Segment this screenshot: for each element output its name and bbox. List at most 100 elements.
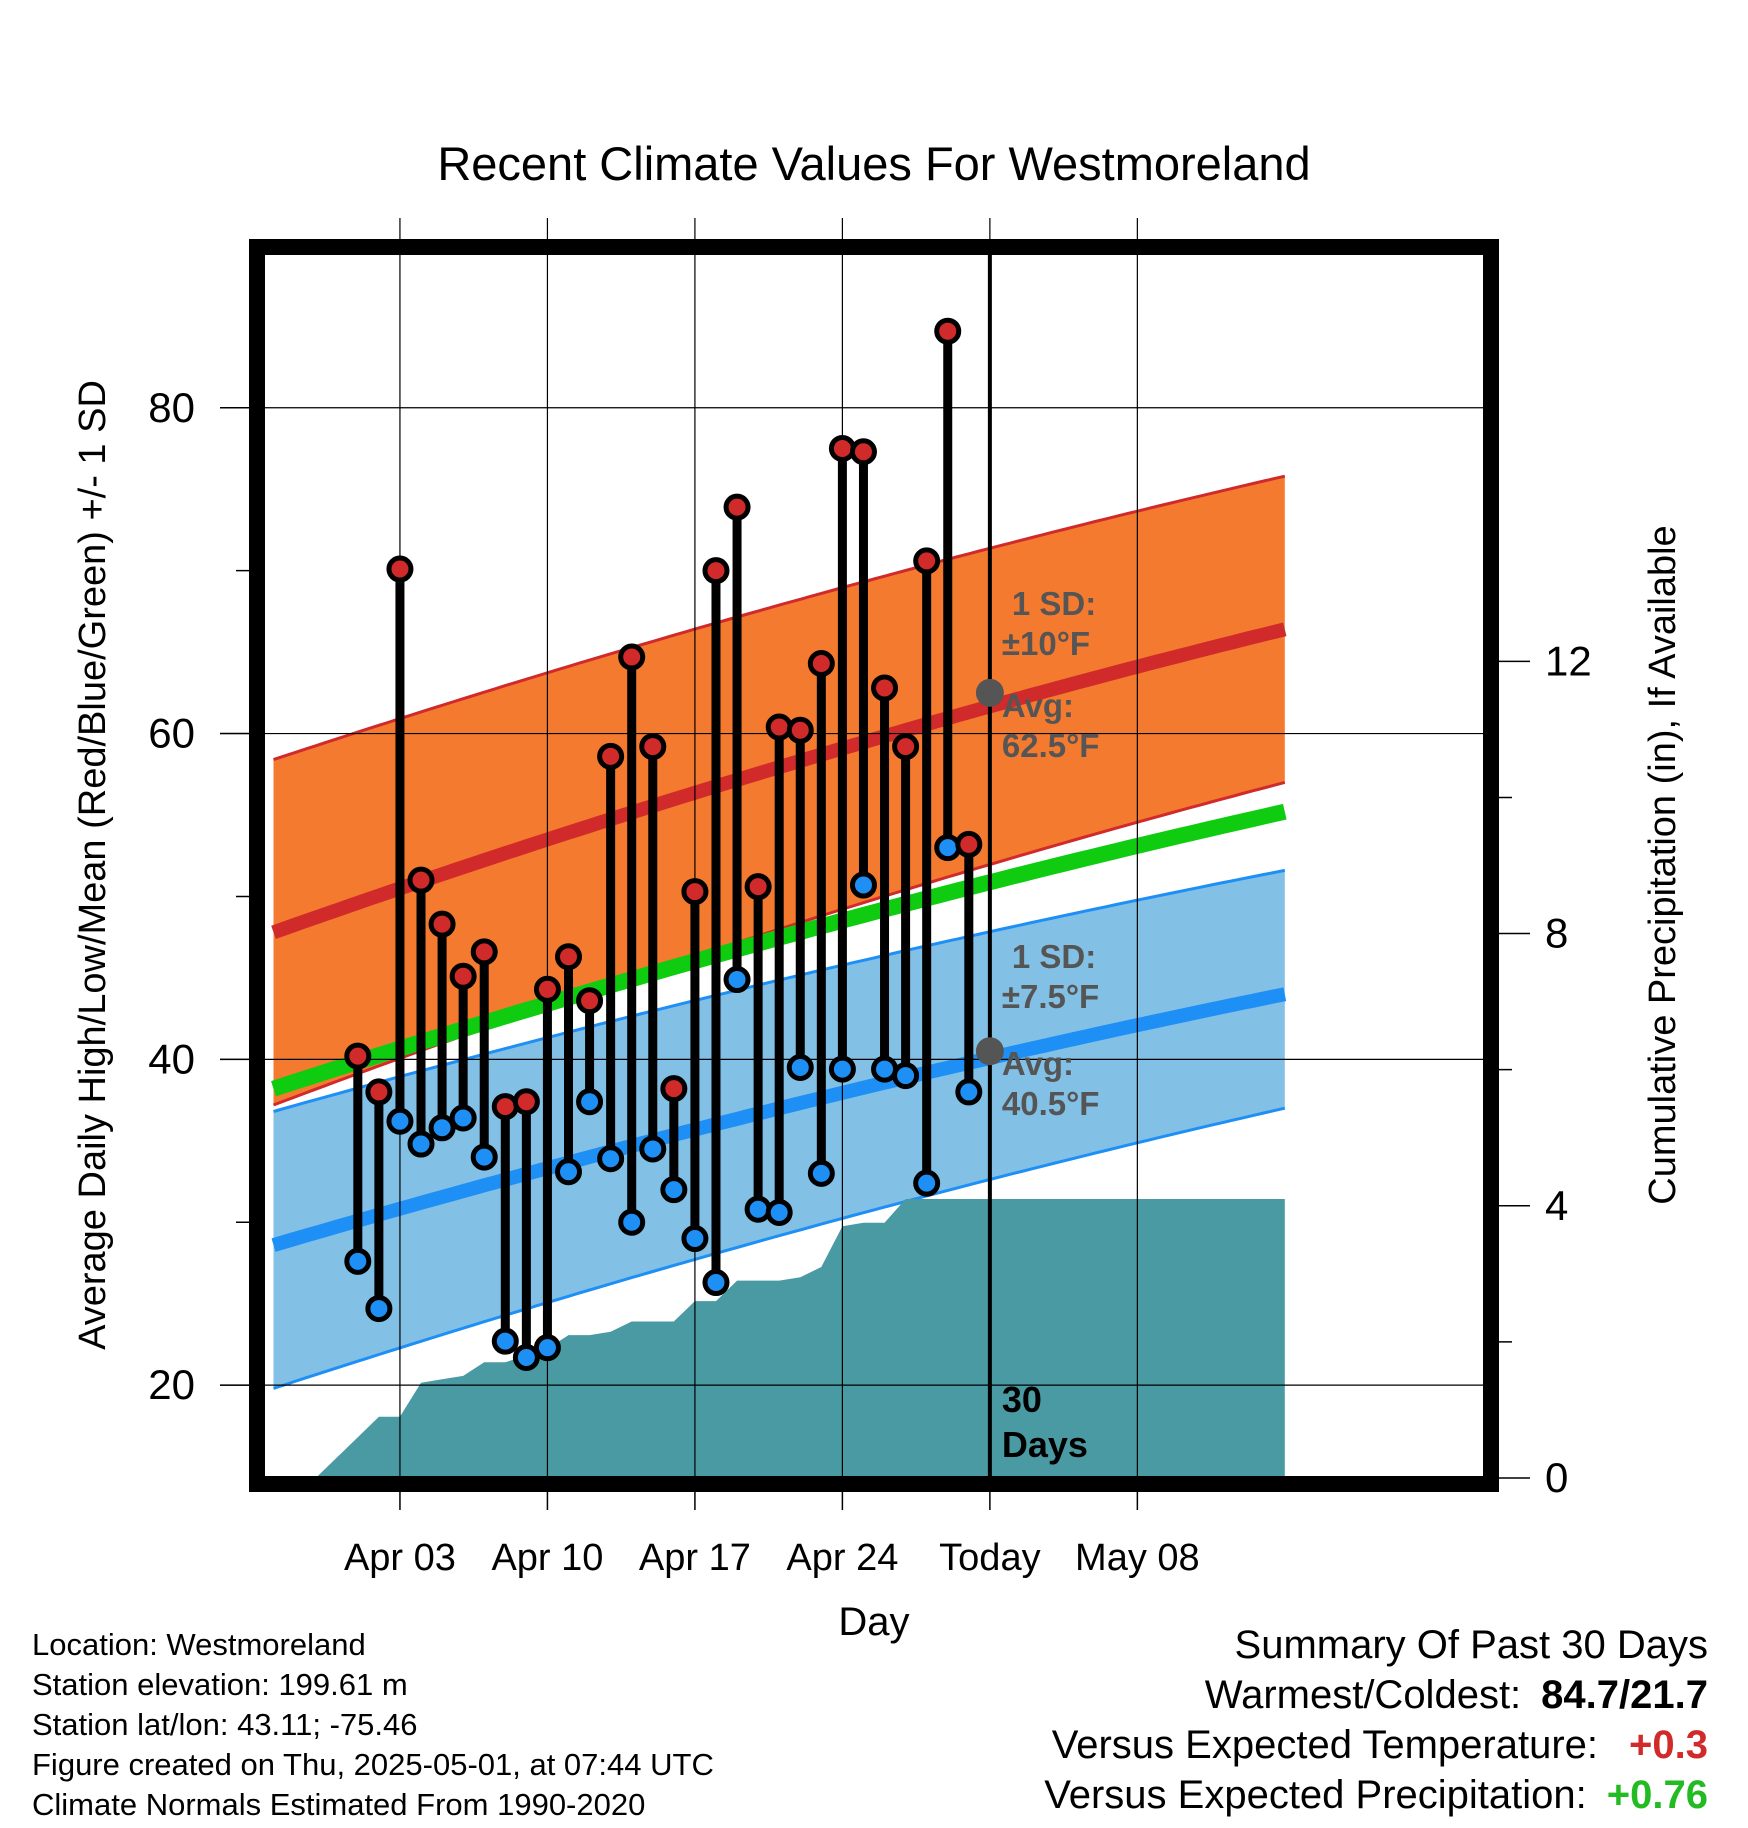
low-annotation-avg-label: Avg:: [1002, 1045, 1074, 1082]
obs-low-point: [428, 1114, 456, 1142]
obs-high-point: [639, 733, 667, 761]
obs-high-point: [765, 713, 793, 741]
obs-high-point: [744, 873, 772, 901]
obs-low-point: [744, 1195, 772, 1223]
obs-low-point: [913, 1169, 941, 1197]
obs-high-point: [428, 910, 456, 938]
obs-low-point: [892, 1062, 920, 1090]
obs-low-point: [849, 871, 877, 899]
obs-low-point: [765, 1198, 793, 1226]
obs-low-point: [449, 1104, 477, 1132]
obs-high-point: [807, 650, 835, 678]
high-annotation-sd-value: ±10°F: [1002, 625, 1090, 662]
obs-high-point: [491, 1093, 519, 1121]
obs-high-point: [344, 1042, 372, 1070]
precip-value: +0.76: [1606, 1773, 1708, 1817]
obs-high-point: [512, 1088, 540, 1116]
obs-low-point: [934, 834, 962, 862]
low-annotation-avg-value: 40.5°F: [1002, 1085, 1100, 1122]
today-days-label: Days: [1002, 1424, 1088, 1465]
latlon-text: Station lat/lon: 43.11; -75.46: [32, 1707, 418, 1742]
low-annotation-sd-value: ±7.5°F: [1002, 978, 1099, 1015]
obs-high-point: [533, 975, 561, 1003]
obs-low-point: [681, 1225, 709, 1253]
x-tick-label: Apr 24: [786, 1537, 898, 1579]
precip-area: [315, 1199, 1285, 1478]
obs-high-point: [828, 434, 856, 462]
x-tick-label: Apr 10: [491, 1537, 603, 1579]
obs-low-point: [491, 1327, 519, 1355]
obs-high-point: [618, 643, 646, 671]
obs-low-point: [597, 1145, 625, 1173]
obs-low-point: [828, 1055, 856, 1083]
elevation-text: Station elevation: 199.61 m: [32, 1667, 408, 1702]
temp-value: +0.3: [1629, 1723, 1708, 1767]
low-band-lower-edge: [273, 1106, 1286, 1390]
normals-text: Climate Normals Estimated From 1990-2020: [32, 1787, 646, 1822]
warm-cold-label: Warmest/Coldest:: [1204, 1673, 1522, 1717]
obs-low-point: [365, 1295, 393, 1323]
summary-precip: Versus Expected Precipitation: +0.76: [1044, 1770, 1708, 1820]
obs-high-point: [849, 438, 877, 466]
plot-frame: [249, 239, 1499, 1492]
obs-low-point: [386, 1107, 414, 1135]
high-annotation-avg-marker: [975, 678, 1004, 707]
precip-label: Versus Expected Precipitation:: [1044, 1773, 1587, 1817]
high-band-upper-edge: [273, 474, 1286, 762]
obs-low-point: [723, 966, 751, 994]
obs-low-point: [470, 1143, 498, 1171]
location-text: Location: Westmoreland: [32, 1627, 366, 1662]
x-tick-label: Apr 03: [344, 1537, 456, 1579]
obs-high-point: [723, 493, 751, 521]
summary-warm-cold: Warmest/Coldest: 84.7/21.7: [1044, 1670, 1708, 1720]
summary-title: Summary Of Past 30 Days: [1234, 1623, 1708, 1667]
obs-low-point: [555, 1158, 582, 1186]
y2-tick-label: 12: [1545, 637, 1592, 684]
obs-high-point: [449, 962, 477, 990]
obs-low-point: [618, 1208, 646, 1236]
summary-temp: Versus Expected Temperature: +0.3: [1044, 1720, 1708, 1770]
obs-low-point: [660, 1176, 688, 1204]
obs-high-point: [660, 1075, 688, 1103]
warm-cold-value: 84.7/21.7: [1541, 1673, 1708, 1717]
obs-high-point: [702, 557, 730, 585]
obs-high-point: [913, 547, 941, 575]
low-annotation-sd-label: 1 SD:: [1012, 938, 1096, 975]
station-info: Location: Westmoreland Station elevation…: [32, 1625, 714, 1825]
x-axis-label: Day: [838, 1600, 909, 1644]
obs-low-point: [512, 1343, 540, 1371]
obs-high-point: [892, 733, 920, 761]
summary-panel: Summary Of Past 30 Days Warmest/Coldest:…: [1044, 1620, 1708, 1820]
y2-tick-label: 0: [1545, 1454, 1568, 1501]
obs-high-point: [555, 943, 582, 971]
obs-high-point: [934, 317, 962, 345]
obs-low-point: [576, 1088, 604, 1116]
obs-low-point: [344, 1247, 372, 1275]
obs-high-point: [386, 555, 414, 583]
obs-low-point: [407, 1130, 435, 1158]
obs-low-point: [702, 1269, 730, 1297]
temp-label: Versus Expected Temperature:: [1051, 1723, 1598, 1767]
today-days-label: 30: [1002, 1379, 1042, 1420]
y-tick-label: 80: [148, 384, 195, 431]
y-tick-label: 40: [148, 1035, 195, 1082]
high-annotation-sd-label: 1 SD:: [1012, 585, 1096, 622]
chart-title: Recent Climate Values For Westmoreland: [437, 137, 1310, 190]
obs-high-point: [871, 674, 899, 702]
y2-axis-label: Cumulative Precipitation (in), If Availa…: [1642, 525, 1684, 1204]
obs-high-point: [681, 878, 709, 906]
obs-low-point: [533, 1334, 561, 1362]
obs-high-point: [955, 830, 983, 858]
obs-low-point: [786, 1053, 814, 1081]
obs-high-point: [576, 987, 604, 1015]
high-annotation-avg-value: 62.5°F: [1002, 727, 1100, 764]
y-tick-label: 60: [148, 710, 195, 757]
obs-high-point: [407, 866, 435, 894]
y-tick-label: 20: [148, 1361, 195, 1408]
x-tick-label: May 08: [1075, 1537, 1200, 1579]
x-tick-label: Today: [939, 1537, 1040, 1579]
low-annotation-avg-marker: [975, 1037, 1004, 1066]
obs-high-point: [786, 716, 814, 744]
obs-low-point: [639, 1135, 667, 1163]
